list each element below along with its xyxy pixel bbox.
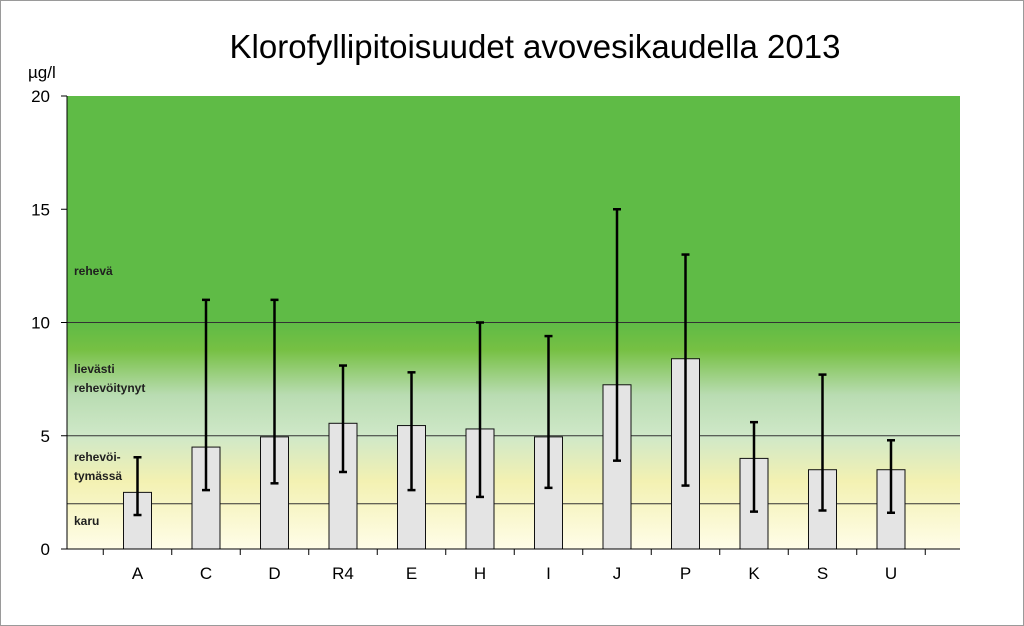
x-tick-label: J xyxy=(613,564,622,583)
x-tick-label: H xyxy=(474,564,486,583)
y-tick-label: 15 xyxy=(31,200,50,219)
x-tick-label: E xyxy=(406,564,417,583)
y-axis-unit: µg/l xyxy=(28,63,56,82)
zone-label: rehevä xyxy=(74,264,113,278)
zone-label: lievästi xyxy=(74,362,115,376)
x-tick-label: P xyxy=(680,564,691,583)
y-tick-label: 5 xyxy=(41,427,50,446)
x-tick-label: D xyxy=(268,564,280,583)
x-tick-label: R4 xyxy=(332,564,354,583)
chart-title: Klorofyllipitoisuudet avovesikaudella 20… xyxy=(230,28,841,65)
x-tick-label: K xyxy=(748,564,760,583)
y-tick-label: 20 xyxy=(31,87,50,106)
x-tick-label: A xyxy=(132,564,144,583)
zone-label: tymässä xyxy=(74,469,122,483)
y-tick-label: 10 xyxy=(31,314,50,333)
zone-label: rehevöitynyt xyxy=(74,381,145,395)
x-tick-label: I xyxy=(546,564,551,583)
x-tick-label: C xyxy=(200,564,212,583)
y-tick-label: 0 xyxy=(41,540,50,559)
zone-label: rehevöi- xyxy=(74,450,121,464)
x-tick-label: S xyxy=(817,564,828,583)
x-tick-label: U xyxy=(885,564,897,583)
zone-label: karu xyxy=(74,514,99,528)
